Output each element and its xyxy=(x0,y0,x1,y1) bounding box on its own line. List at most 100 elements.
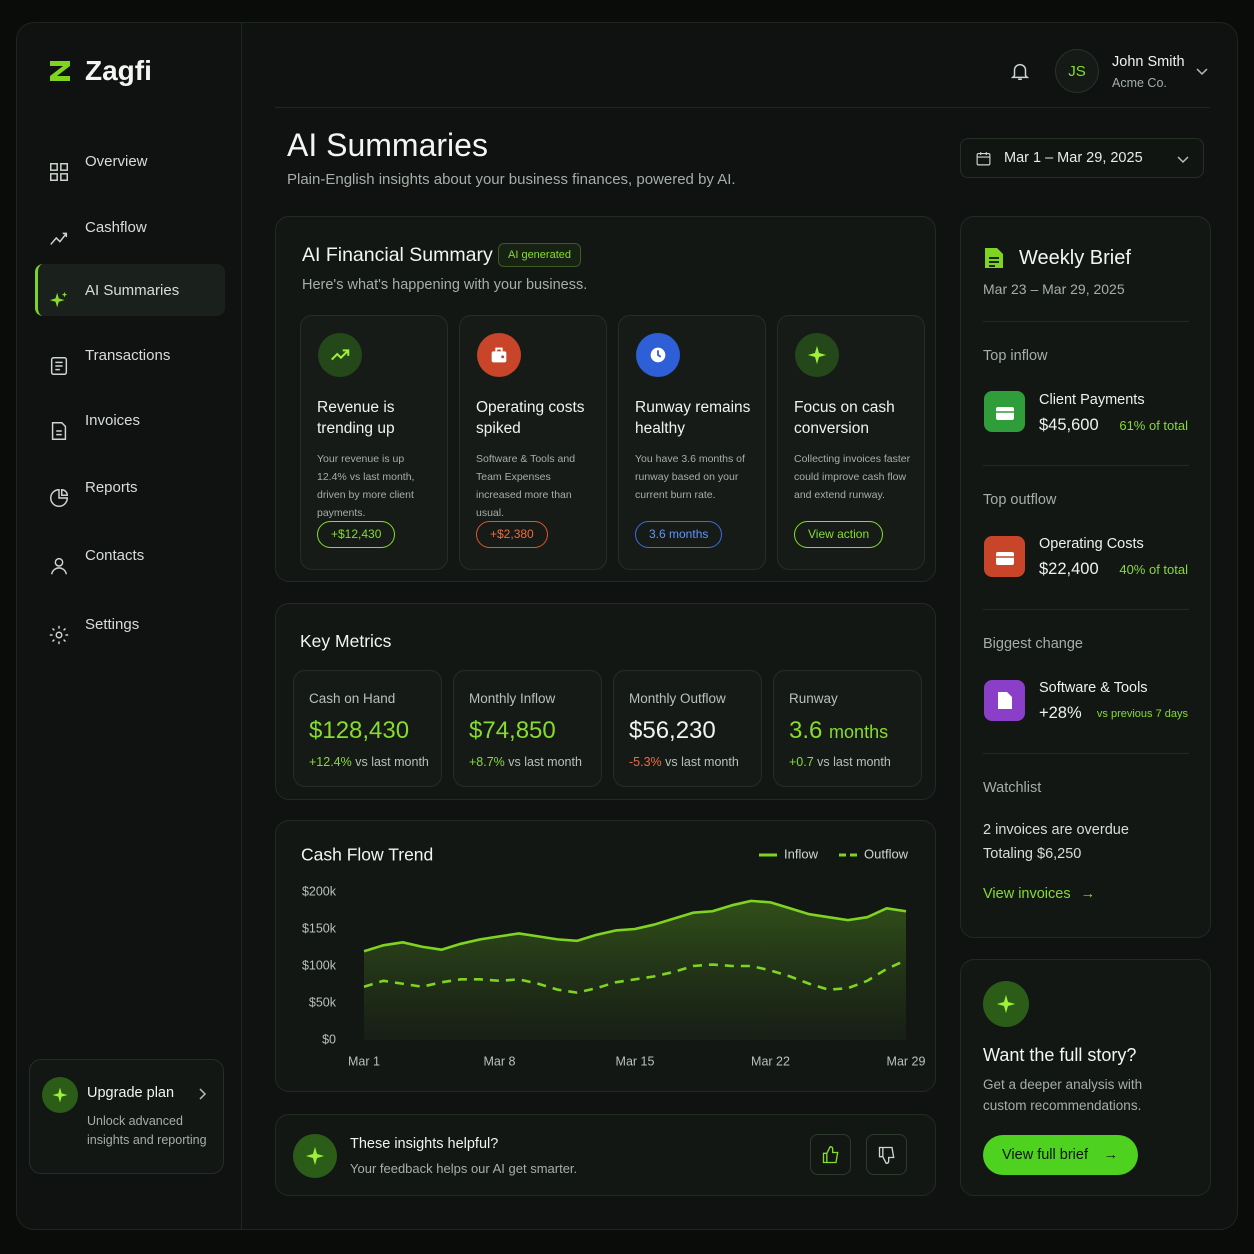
insight-card: Runway remains healthy You have 3.6 month… xyxy=(618,315,766,570)
metrics-title: Key Metrics xyxy=(300,631,392,651)
inflow-icon xyxy=(984,391,1025,432)
insight-title: Runway remains healthy xyxy=(635,399,751,437)
notifications-button[interactable] xyxy=(1009,60,1031,82)
metric-label: Monthly Outflow xyxy=(629,691,726,706)
nav-item[interactable]: Invoices xyxy=(35,394,225,446)
y-tick-label: $0 xyxy=(322,1032,336,1046)
user-company: Acme Co. xyxy=(1112,76,1167,90)
nav-item[interactable]: Cashflow xyxy=(35,201,225,253)
metric-change: -5.3% vs last month xyxy=(629,755,739,769)
change-amount: +28% xyxy=(1039,704,1082,722)
x-tick-label: Mar 1 xyxy=(348,1054,380,1068)
insight-card: Focus on cash conversion Collecting invoi… xyxy=(777,315,925,570)
cta-icon xyxy=(983,981,1029,1027)
inflow-share: 61% of total xyxy=(1119,418,1188,433)
metric-card: Cash on Hand $128,430 +12.4% vs last month xyxy=(293,670,442,787)
x-tick-label: Mar 29 xyxy=(887,1054,926,1068)
metric-number: 3.6 xyxy=(789,717,823,744)
date-range-picker[interactable]: Mar 1 – Mar 29, 2025 xyxy=(960,138,1204,178)
watchlist-line: 2 invoices are overdue xyxy=(983,822,1129,838)
upgrade-card[interactable]: Upgrade plan Unlock advanced insights an… xyxy=(29,1059,224,1174)
feedback-icon xyxy=(293,1134,337,1178)
nav-item[interactable]: Transactions xyxy=(35,329,225,381)
outflow-name: Operating Costs xyxy=(1039,536,1144,552)
thumbs-up-button[interactable] xyxy=(810,1134,851,1175)
nav-item[interactable]: Contacts xyxy=(35,529,225,581)
inflow-amount: $45,600 xyxy=(1039,416,1099,434)
cta-text: Get a deeper analysis with custom recomm… xyxy=(983,1077,1143,1113)
metric-card: Runway 3.6 months +0.7 vs last month xyxy=(773,670,922,787)
metric-number: $128,430 xyxy=(309,717,410,744)
metric-note: vs last month xyxy=(508,755,582,769)
button-text: View full brief xyxy=(1002,1147,1088,1163)
divider xyxy=(983,753,1189,754)
x-tick-label: Mar 8 xyxy=(484,1054,516,1068)
watchlist-line: Totaling $6,250 xyxy=(983,846,1082,862)
nav-label: Invoices xyxy=(85,411,141,429)
nav-item[interactable]: Reports xyxy=(35,461,225,513)
metric-change: +8.7% vs last month xyxy=(469,755,582,769)
insight-pill[interactable]: +$2,380 xyxy=(476,521,548,548)
metric-note: vs last month xyxy=(355,755,429,769)
ai-badge: AI generated xyxy=(498,243,581,267)
outflow-icon xyxy=(984,536,1025,577)
user-menu-chevron[interactable] xyxy=(1196,66,1208,76)
weekly-brief-panel: Weekly Brief Mar 23 – Mar 29, 2025 Top i… xyxy=(960,216,1211,938)
outflow-amount: $22,400 xyxy=(1039,560,1099,578)
brand-logo xyxy=(50,61,70,81)
series-line xyxy=(363,899,907,953)
upgrade-icon xyxy=(42,1077,78,1113)
insight-text: You have 3.6 months of runway based on y… xyxy=(635,453,745,501)
upgrade-title: Upgrade plan xyxy=(87,1085,175,1101)
change-icon xyxy=(984,680,1025,721)
weekly-brief-icon xyxy=(985,248,1003,268)
metric-value: $128,430 xyxy=(309,717,409,745)
change-name: Software & Tools xyxy=(1039,680,1148,696)
divider xyxy=(983,465,1189,466)
x-tick-label: Mar 15 xyxy=(616,1054,655,1068)
summary-subtitle: Here's what's happening with your busine… xyxy=(302,277,588,293)
nav-item[interactable]: Overview xyxy=(35,135,225,187)
insight-pill[interactable]: +$12,430 xyxy=(317,521,396,548)
summary-title: AI Financial Summary xyxy=(302,244,493,266)
y-tick-label: $100k xyxy=(302,958,337,972)
insight-icon xyxy=(477,333,521,377)
insight-icon xyxy=(318,333,362,377)
nav-label: Contacts xyxy=(85,546,145,564)
nav-item[interactable]: Settings xyxy=(35,598,225,650)
insight-pill[interactable]: 3.6 months xyxy=(635,521,723,548)
nav-item[interactable]: AI Summaries xyxy=(35,264,225,316)
upgrade-chevron xyxy=(199,1088,207,1100)
user-avatar[interactable]: JS xyxy=(1055,49,1099,93)
section-label: Biggest change xyxy=(983,636,1083,652)
inflow-name: Client Payments xyxy=(1039,392,1145,408)
insight-text: Collecting invoices faster could improve… xyxy=(794,453,911,501)
metric-delta: +8.7% xyxy=(469,755,505,769)
cash-flow-panel: Cash Flow Trend $0 $50k $100k $150k $200k Mar… xyxy=(275,820,936,1092)
view-full-brief-button[interactable]: View full brief → xyxy=(983,1135,1138,1175)
metric-value: $56,230 xyxy=(629,717,716,745)
metric-note: vs last month xyxy=(817,755,891,769)
area-fill xyxy=(364,900,906,1040)
nav-label: Reports xyxy=(85,478,138,496)
insight-title: Operating costs spiked xyxy=(476,399,585,437)
insight-icon xyxy=(795,333,839,377)
brand-name: Zagfi xyxy=(85,55,152,86)
x-tick-label: Mar 22 xyxy=(751,1054,790,1068)
metric-label: Monthly Inflow xyxy=(469,691,556,706)
view-invoices-link[interactable]: View invoices → xyxy=(983,886,1096,902)
metric-delta: +12.4% xyxy=(309,755,352,769)
metric-number: $56,230 xyxy=(629,717,716,744)
insight-pill[interactable]: View action xyxy=(794,521,884,548)
nav-label: Cashflow xyxy=(85,218,147,236)
metric-delta: +0.7 xyxy=(789,755,814,769)
outflow-share: 40% of total xyxy=(1119,562,1188,577)
metric-label: Cash on Hand xyxy=(309,691,396,706)
metric-change: +12.4% vs last month xyxy=(309,755,429,769)
sidebar-divider xyxy=(241,23,242,1229)
feedback-panel: These insights helpful? Your feedback he… xyxy=(275,1114,936,1196)
metric-label: Runway xyxy=(789,691,838,706)
feedback-text: Your feedback helps our AI get smarter. xyxy=(350,1161,578,1176)
thumbs-down-button[interactable] xyxy=(866,1134,907,1175)
